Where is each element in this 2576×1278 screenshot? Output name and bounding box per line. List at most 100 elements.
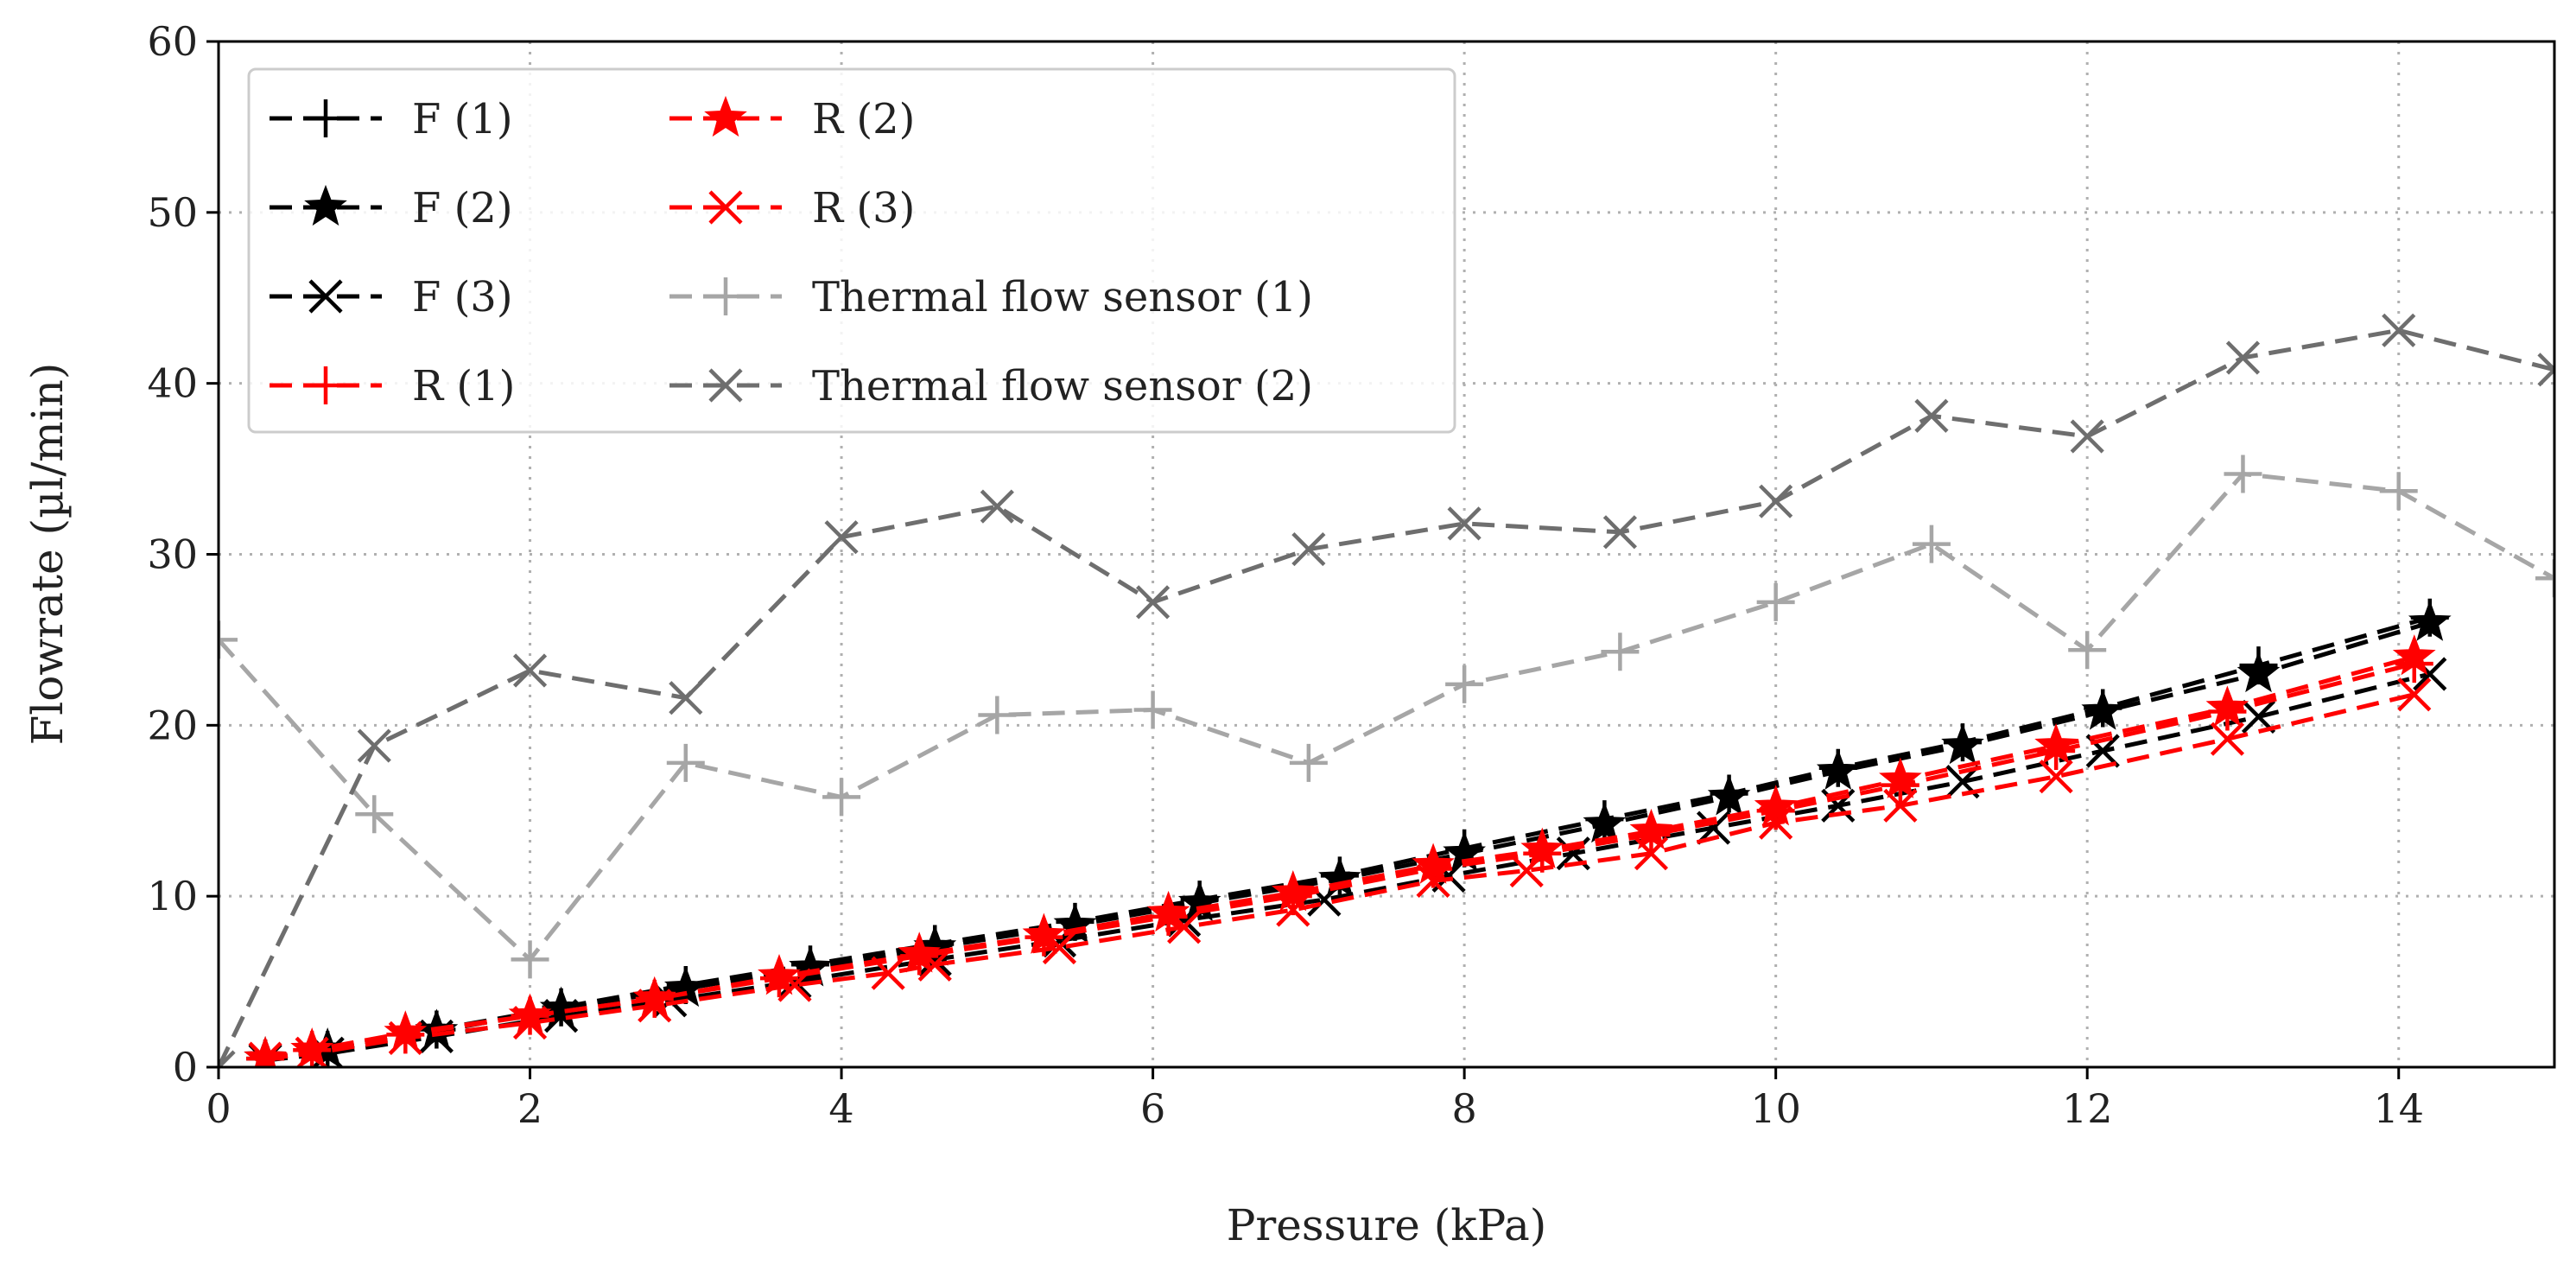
legend-entry: F (1) [270, 95, 513, 143]
data-point [295, 1036, 329, 1067]
legend-marker [304, 184, 347, 226]
data-point [1914, 398, 1949, 433]
data-point [1583, 801, 1627, 843]
legend-marker [707, 277, 745, 315]
data-point [1754, 785, 1798, 826]
series-line [264, 620, 2431, 1061]
series-3 [248, 657, 2447, 1067]
data-point [1707, 774, 1751, 816]
legend-marker [307, 366, 345, 404]
data-point [219, 620, 238, 659]
legend: F (1) F (2) F (3) R (1) R (2) R (3) Thermal fl… [247, 67, 1456, 434]
data-point [822, 778, 861, 817]
data-point [1520, 827, 1564, 868]
data-point [2070, 419, 2104, 454]
data-point [1271, 870, 1315, 912]
data-point [978, 696, 1017, 734]
data-point [1879, 757, 1922, 798]
legend-marker [708, 368, 743, 403]
data-point [871, 956, 905, 990]
data-point [1445, 664, 1484, 703]
data-point [789, 945, 832, 987]
y-tick-label: 30 [147, 531, 198, 578]
data-point [2034, 722, 2078, 765]
series-6 [248, 677, 2432, 1067]
series-line [219, 327, 2554, 1067]
x-tick-label: 14 [2373, 1085, 2424, 1132]
series-line [264, 615, 2431, 1061]
data-point [1276, 893, 1310, 927]
data-point [1756, 582, 1795, 621]
data-point [1634, 836, 1669, 871]
data-point [512, 1005, 548, 1040]
legend-label: Thermal flow sensor (1) [812, 273, 1313, 321]
legend-entry: R (3) [669, 184, 915, 232]
data-point [2397, 677, 2432, 712]
data-point [666, 743, 705, 782]
legend-label: Thermal flow sensor (2) [812, 362, 1313, 410]
data-point [1759, 484, 1793, 518]
data-point [2224, 455, 2262, 493]
data-point [388, 1020, 422, 1055]
data-point [980, 489, 1014, 524]
data-point [1042, 930, 1077, 965]
data-point [1883, 788, 1918, 823]
legend-label: F (1) [412, 95, 513, 143]
data-point [2039, 760, 2073, 794]
x-tick-label: 12 [2062, 1085, 2113, 1132]
data-point [248, 1041, 282, 1067]
legend-entry: F (3) [270, 273, 513, 321]
data-point [290, 1027, 334, 1067]
data-point [219, 1050, 236, 1067]
data-point [2535, 559, 2554, 598]
data-point [1447, 506, 1482, 541]
data-point [1816, 748, 1860, 790]
data-point [2537, 353, 2554, 387]
series-2 [244, 600, 2452, 1067]
y-tick-label: 10 [147, 873, 198, 919]
legend-entry: Thermal flow sensor (2) [669, 362, 1313, 410]
data-point [1412, 842, 1455, 884]
data-point [1136, 585, 1171, 620]
data-point [1629, 808, 1673, 850]
x-tick-label: 0 [206, 1085, 231, 1132]
legend-entry: Thermal flow sensor (1) [669, 273, 1313, 321]
data-point [1133, 690, 1172, 729]
x-tick-label: 6 [1140, 1085, 1165, 1132]
data-point [2210, 722, 2245, 756]
data-point [357, 728, 391, 763]
series-layer [219, 313, 2554, 1067]
legend-marker [308, 279, 343, 314]
data-point [1759, 805, 1793, 840]
data-point [898, 931, 942, 973]
y-tick-label: 40 [147, 360, 198, 407]
series-7 [219, 455, 2554, 979]
series-8 [219, 313, 2554, 1067]
data-point [2205, 685, 2249, 727]
data-point [511, 940, 549, 979]
legend-label: F (3) [412, 273, 513, 321]
tick-layer: 0 2 4 6 8 10 12 14 0 10 20 30 40 50 60 [147, 18, 2424, 1132]
legend-box [247, 67, 1456, 434]
data-point [355, 795, 394, 834]
series-line [264, 654, 2415, 1061]
data-point [1289, 743, 1328, 782]
data-point [2379, 472, 2418, 511]
data-point [1416, 863, 1450, 898]
x-axis-title: Pressure (kPa) [1227, 1200, 1547, 1250]
series-5 [244, 634, 2436, 1067]
data-point [2382, 313, 2416, 347]
x-tick-label: 4 [828, 1085, 853, 1132]
data-point [244, 1035, 287, 1067]
legend-entry: R (1) [270, 362, 515, 410]
data-point [2225, 340, 2261, 375]
legend-label: R (1) [412, 362, 515, 410]
data-point [2237, 651, 2281, 693]
legend-marker [708, 190, 743, 225]
legend-marker [307, 99, 345, 137]
data-point [1912, 525, 1951, 563]
data-point [824, 520, 859, 555]
data-point [638, 989, 672, 1023]
y-tick-label: 0 [173, 1044, 198, 1090]
